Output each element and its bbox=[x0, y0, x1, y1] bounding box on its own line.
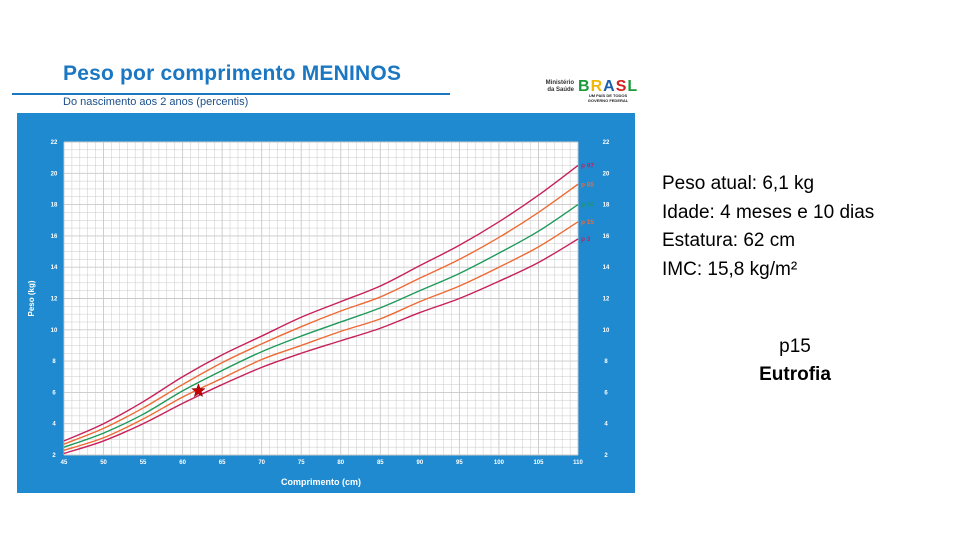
y-tick-label: 12 bbox=[51, 297, 58, 303]
x-tick-label: 90 bbox=[417, 460, 424, 466]
series-line-p50 bbox=[63, 204, 579, 448]
y-tick-label: 20 bbox=[51, 171, 58, 177]
series-line-p85 bbox=[63, 183, 579, 445]
patient-info: Peso atual: 6,1 kg Idade: 4 meses e 10 d… bbox=[662, 170, 874, 284]
x-tick-label: 95 bbox=[456, 460, 463, 466]
logo-letter: B bbox=[578, 78, 591, 95]
y-tick-label-right: 2 bbox=[604, 453, 608, 459]
logo-slogan: UM PAÍS DE TODOS GOVERNO FEDERAL bbox=[587, 93, 629, 103]
series-line-p3 bbox=[63, 238, 579, 455]
ministry-label: Ministério da Saúde bbox=[545, 80, 574, 93]
x-tick-label: 65 bbox=[219, 460, 226, 466]
y-tick-label: 22 bbox=[51, 140, 58, 146]
x-tick-label: 55 bbox=[140, 460, 147, 466]
y-tick-label-right: 18 bbox=[603, 203, 610, 209]
nutritional-classification: Eutrofia bbox=[759, 364, 831, 385]
series-label-p85: p 85 bbox=[581, 181, 594, 188]
y-tick-label-right: 4 bbox=[604, 422, 608, 428]
y-tick-label: 2 bbox=[52, 453, 56, 459]
logo-letter: S bbox=[615, 78, 628, 95]
series-label-p50: p 50 bbox=[581, 202, 594, 209]
y-tick-label-right: 16 bbox=[603, 234, 610, 240]
y-axis-label: Peso (kg) bbox=[27, 280, 36, 316]
y-tick-label: 8 bbox=[52, 359, 56, 365]
current-weight: Peso atual: 6,1 kg bbox=[662, 173, 815, 194]
assessment-result: p15 Eutrofia bbox=[740, 333, 850, 389]
x-tick-label: 75 bbox=[298, 460, 305, 466]
x-tick-label: 105 bbox=[533, 460, 544, 466]
patient-marker-star bbox=[191, 383, 206, 398]
chart-panel: 45 50 55 60 65 70 75 80 85 90 95 100 105 110 2 2 4 4 6 6 8 8 1… bbox=[17, 113, 635, 493]
brasil-wordmark: BRASL bbox=[578, 78, 638, 96]
x-tick-label: 45 bbox=[61, 460, 68, 466]
y-tick-label: 4 bbox=[52, 422, 56, 428]
y-tick-label-right: 6 bbox=[604, 390, 608, 396]
series-line-p15 bbox=[63, 221, 579, 451]
y-tick-label: 6 bbox=[52, 390, 56, 396]
y-tick-label-right: 8 bbox=[604, 359, 608, 365]
y-tick-label: 10 bbox=[51, 328, 58, 334]
series-label-p3: p 3 bbox=[581, 236, 591, 243]
y-tick-label: 16 bbox=[51, 234, 58, 240]
patient-bmi: IMC: 15,8 kg/m² bbox=[662, 258, 798, 280]
patient-height: Estatura: 62 cm bbox=[662, 230, 796, 251]
y-tick-label-right: 22 bbox=[603, 140, 610, 146]
y-tick-label-right: 20 bbox=[603, 171, 610, 177]
logo-letter: L bbox=[627, 78, 639, 95]
x-tick-label: 60 bbox=[179, 460, 186, 466]
x-tick-label: 70 bbox=[258, 460, 265, 466]
y-tick-label: 14 bbox=[51, 265, 58, 271]
logo-letter: R bbox=[590, 78, 604, 95]
chart-title: Peso por comprimento MENINOS bbox=[63, 62, 402, 85]
x-tick-label: 100 bbox=[494, 460, 505, 466]
series-label-p97: p 97 bbox=[581, 162, 594, 169]
x-tick-label: 80 bbox=[337, 460, 344, 466]
x-axis-label: Comprimento (cm) bbox=[281, 477, 361, 487]
series-line-p97 bbox=[63, 164, 579, 442]
y-tick-label-right: 14 bbox=[603, 265, 610, 271]
y-tick-label-right: 12 bbox=[603, 297, 610, 303]
y-tick-label-right: 10 bbox=[603, 328, 610, 334]
chart-subtitle: Do nascimento aos 2 anos (percentis) bbox=[63, 96, 249, 108]
x-tick-label: 50 bbox=[100, 460, 107, 466]
series-label-p15: p 15 bbox=[581, 219, 594, 226]
brasil-government-logo: Ministério da Saúde BRASL UM PAÍS DE TOD… bbox=[540, 78, 638, 104]
title-rule bbox=[12, 93, 450, 95]
y-tick-label: 18 bbox=[51, 203, 58, 209]
x-tick-label: 110 bbox=[573, 460, 583, 466]
percentile-value: p15 bbox=[779, 336, 811, 357]
patient-age: Idade: 4 meses e 10 dias bbox=[662, 201, 875, 223]
x-tick-label: 85 bbox=[377, 460, 384, 466]
logo-letter: A bbox=[603, 78, 616, 95]
